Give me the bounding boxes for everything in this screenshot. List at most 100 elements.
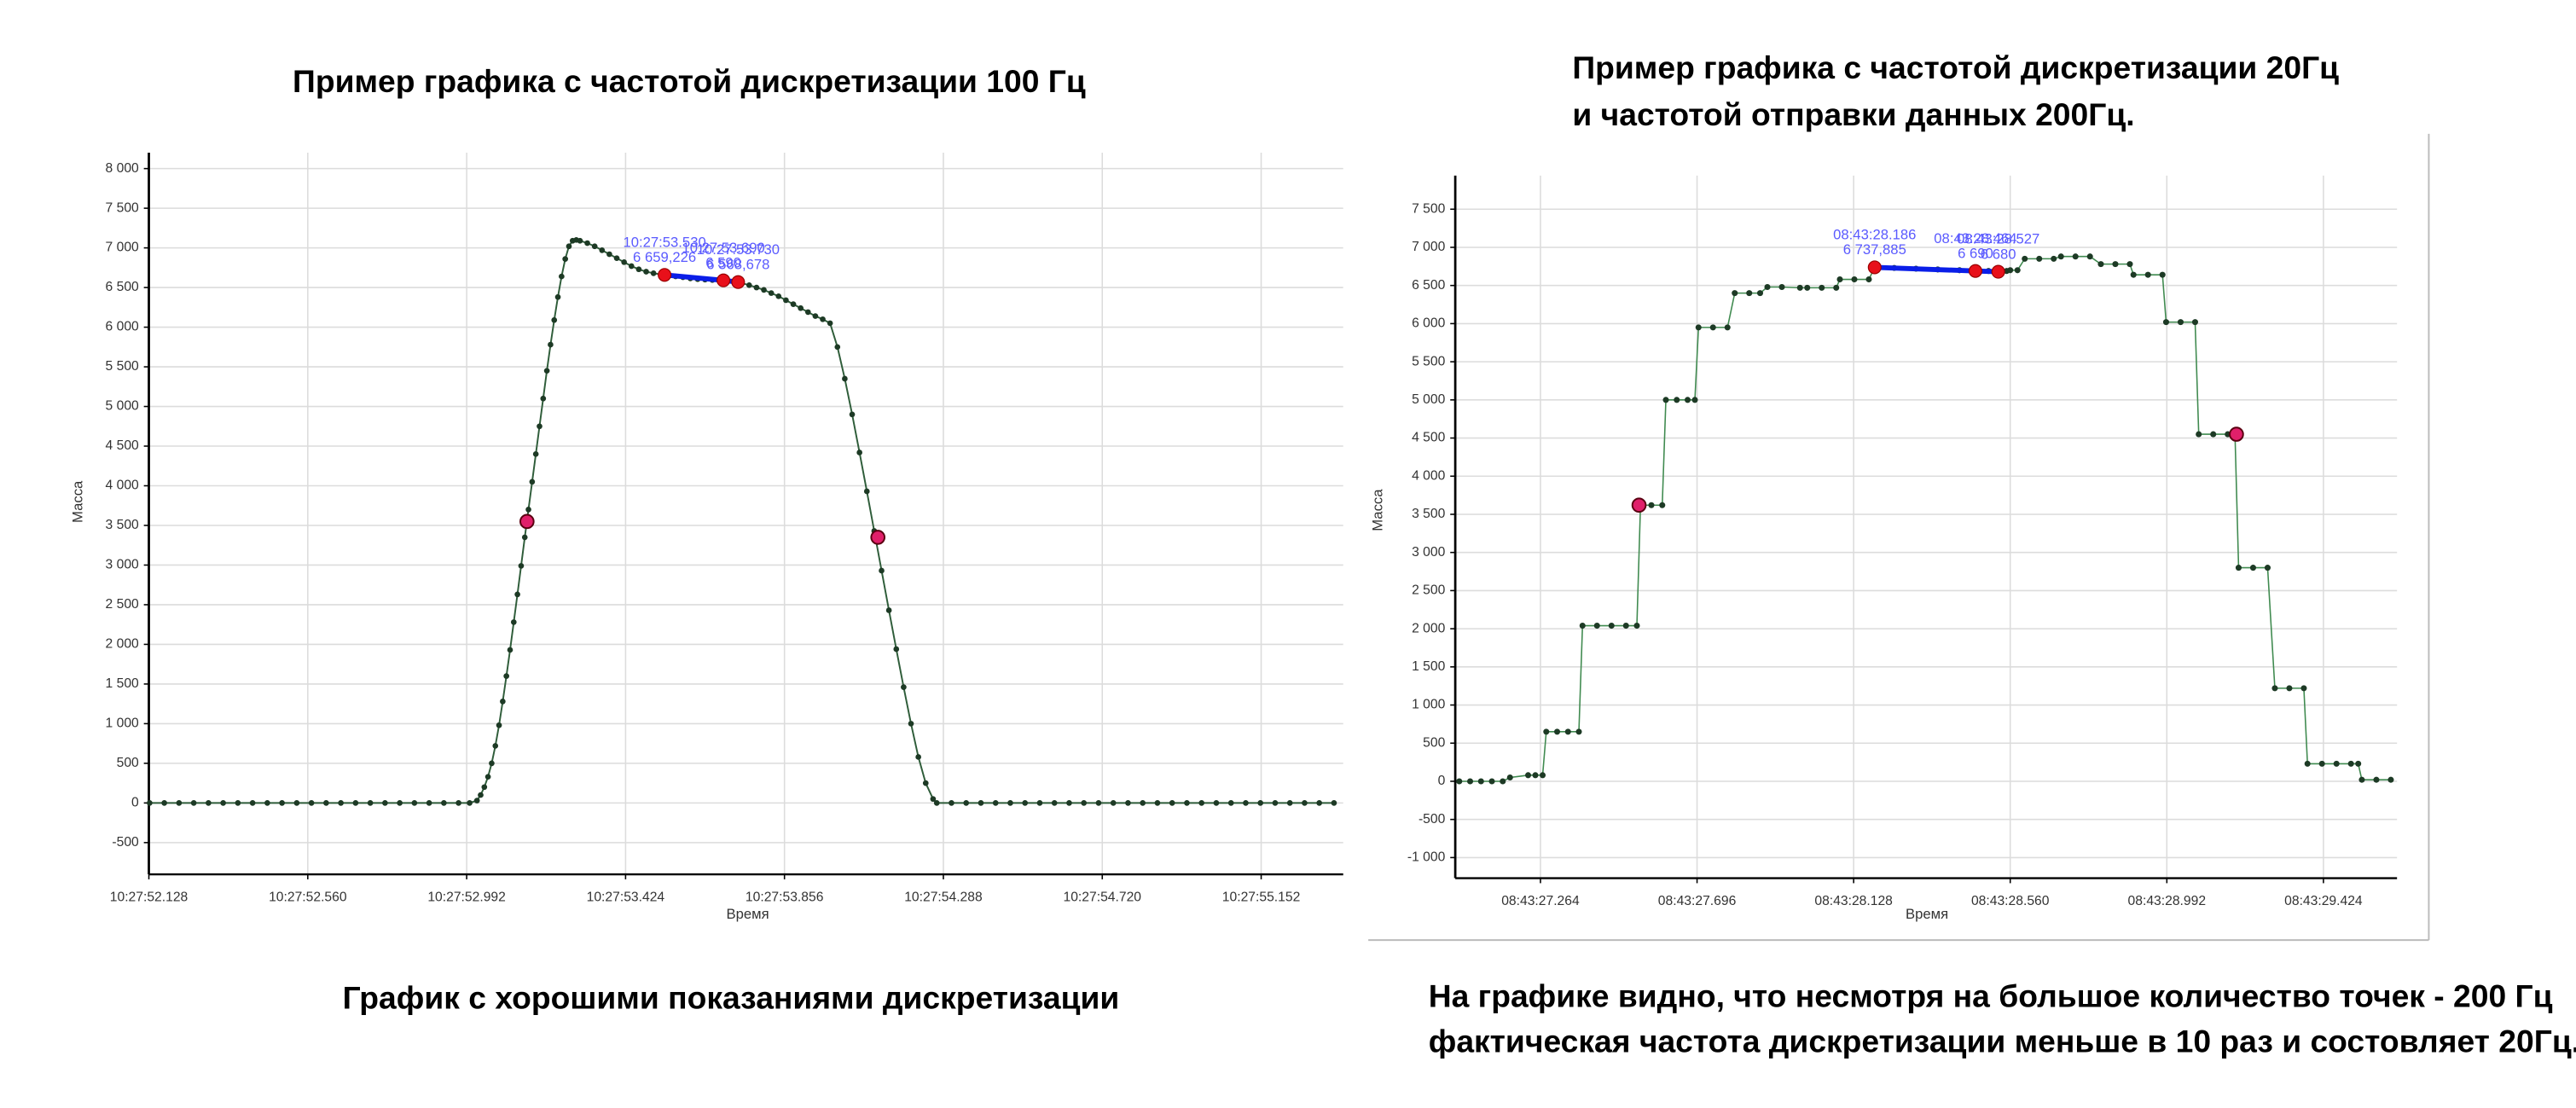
data-point — [1608, 623, 1615, 629]
highlight-time-label: 08:43:28.186 — [1833, 227, 1916, 243]
data-point — [190, 800, 197, 806]
y-tick-label: 2 500 — [106, 597, 140, 612]
data-point — [1477, 778, 1484, 785]
data-point — [879, 567, 885, 574]
data-point — [992, 800, 999, 806]
y-tick-label: 4 500 — [106, 438, 140, 453]
data-point — [1553, 728, 1561, 735]
data-point — [1007, 800, 1013, 806]
data-point — [1833, 284, 1840, 291]
data-point — [1662, 397, 1669, 403]
data-point — [308, 800, 315, 806]
data-point — [2177, 319, 2184, 326]
y-tick-label: 1 000 — [106, 716, 140, 731]
chart: Пример графика с частотой дискретизации … — [70, 63, 1343, 1016]
data-point — [963, 800, 970, 806]
data-point — [1488, 778, 1495, 785]
y-tick-label: 6 500 — [1412, 278, 1446, 293]
data-point — [220, 800, 226, 806]
data-point — [473, 798, 480, 803]
data-point — [599, 247, 606, 253]
data-point — [1051, 800, 1058, 806]
highlight-value-label: 6 568,678 — [706, 257, 769, 273]
data-point — [562, 256, 569, 262]
data-point — [293, 800, 300, 806]
data-point — [908, 721, 914, 727]
data-point — [455, 800, 461, 806]
data-point — [2159, 271, 2166, 278]
data-point — [1575, 728, 1582, 735]
y-tick-label: 3 000 — [106, 558, 140, 572]
data-point — [507, 647, 513, 653]
data-point — [1819, 284, 1825, 291]
data-point — [2036, 255, 2043, 262]
data-point — [922, 780, 929, 786]
data-point — [1500, 778, 1506, 785]
y-axis-label: Масса — [1369, 489, 1385, 531]
data-point — [1709, 324, 1716, 331]
data-point — [1691, 397, 1698, 403]
data-point — [2022, 255, 2028, 262]
data-point — [2162, 319, 2169, 326]
data-point — [2191, 319, 2198, 326]
data-point — [827, 320, 833, 327]
data-point — [1184, 800, 1190, 806]
y-tick-label: 1 000 — [1412, 698, 1446, 712]
data-point — [2249, 565, 2256, 571]
data-point — [650, 270, 657, 276]
y-tick-label: 1 500 — [106, 676, 140, 691]
y-tick-label: 2 000 — [1412, 621, 1446, 635]
chart-caption: На графике видно, что несмотря на большо… — [1429, 978, 2553, 1014]
x-tick-label: 08:43:29.424 — [2284, 894, 2363, 908]
data-point — [1579, 623, 1586, 629]
y-tick-label: 4 000 — [1412, 468, 1446, 483]
data-point — [1286, 800, 1293, 806]
data-point — [1257, 800, 1264, 806]
highlight-value-label: 6 737,885 — [1843, 241, 1906, 258]
data-point — [503, 673, 510, 679]
chart: Пример графика с частотой дискретизации … — [1369, 49, 2576, 1059]
data-point — [949, 800, 954, 806]
y-tick-label: 4 500 — [1412, 431, 1446, 445]
data-point — [2387, 776, 2394, 783]
data-point — [484, 774, 491, 780]
chart-title: и частотой отправки данных 200Гц. — [1572, 96, 2134, 132]
data-point — [518, 563, 525, 569]
data-point — [591, 243, 598, 250]
data-point — [2286, 685, 2293, 692]
y-tick-label: 7 500 — [106, 200, 140, 215]
data-point — [1466, 778, 1474, 785]
data-point — [367, 800, 374, 806]
data-point — [1756, 290, 1764, 297]
data-point — [1695, 324, 1702, 331]
y-tick-label: 7 500 — [1412, 201, 1446, 216]
data-point — [2355, 760, 2362, 767]
data-point — [2264, 565, 2271, 571]
data-point — [790, 301, 797, 307]
data-point — [2144, 271, 2151, 278]
highlight-time-label: 08:43:28.527 — [1957, 231, 2039, 247]
data-point — [397, 800, 403, 806]
highlight-value-label: 6 590 — [705, 255, 741, 271]
data-point — [1648, 502, 1655, 508]
data-point — [481, 784, 488, 791]
x-tick-label: 10:27:53.856 — [746, 890, 824, 905]
data-point — [514, 591, 520, 598]
x-tick-label: 08:43:28.128 — [1814, 894, 1893, 908]
data-point — [1066, 800, 1072, 806]
x-tick-label: 10:27:55.152 — [1222, 890, 1301, 905]
y-tick-label: 2 500 — [1412, 583, 1446, 598]
data-point — [1836, 276, 1843, 283]
data-point — [323, 800, 329, 806]
highlight-value-label: 6 680 — [1981, 246, 2016, 262]
y-tick-label: 500 — [1423, 735, 1445, 750]
data-point — [628, 263, 635, 270]
data-point — [1796, 284, 1803, 291]
data-point — [1804, 284, 1811, 291]
data-point — [1865, 276, 1872, 283]
data-point — [161, 800, 167, 806]
data-point — [863, 488, 870, 495]
data-point — [1674, 397, 1680, 403]
data-point — [1524, 772, 1532, 779]
